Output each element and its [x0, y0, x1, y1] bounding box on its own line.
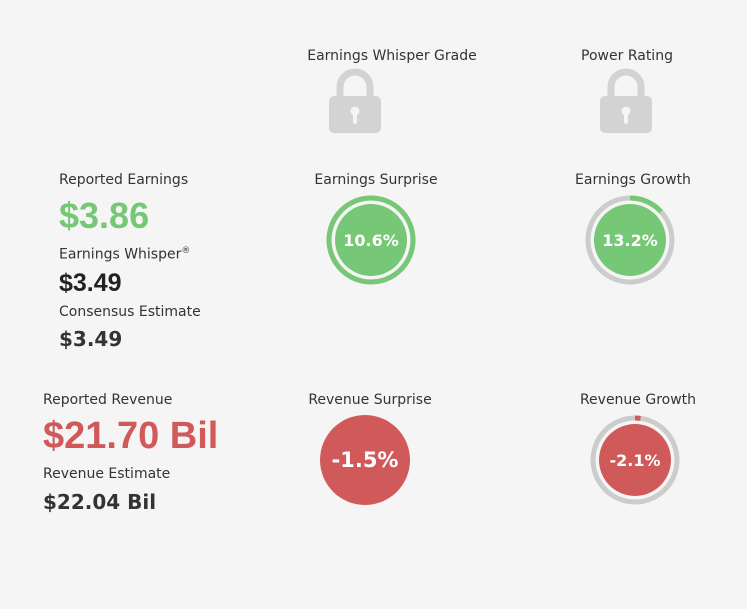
- earnings-surprise-label: Earnings Surprise: [314, 172, 438, 188]
- revenue-surprise-label: Revenue Surprise: [308, 392, 432, 408]
- reported-revenue-label: Reported Revenue: [43, 392, 173, 408]
- lock-icon-svg: [600, 68, 652, 133]
- gauge-svg: -2.1%: [590, 415, 680, 505]
- consensus-estimate-value: $3.49: [59, 327, 123, 351]
- gauge-value-text: 13.2%: [602, 231, 658, 250]
- revenue-growth-label: Revenue Growth: [579, 392, 697, 408]
- reported-earnings-label: Reported Earnings: [59, 172, 189, 188]
- earnings-growth-gauge: 13.2%: [585, 195, 675, 285]
- earnings-surprise-gauge: 10.6%: [326, 195, 416, 285]
- whisper-grade-label: Earnings Whisper Grade: [307, 48, 477, 64]
- gauge-svg: -1.5%: [320, 415, 410, 505]
- revenue-estimate-value: $22.04 Bil: [43, 490, 157, 514]
- gauge-fill-circle: [599, 424, 671, 496]
- gauge-progress-ring: [585, 195, 675, 285]
- gauge-value-text: -1.5%: [332, 448, 399, 472]
- earnings-whisper-value: $3.49: [59, 269, 122, 297]
- gauge-fill-circle: [320, 415, 410, 505]
- reported-revenue-value: $21.70 Bil: [43, 415, 219, 457]
- revenue-estimate-label: Revenue Estimate: [43, 466, 171, 482]
- earnings-whisper-label: Earnings Whisper: [59, 246, 182, 263]
- gauge-value-text: 10.6%: [343, 231, 399, 250]
- earnings-whisper-label-row: Earnings Whisper®: [59, 246, 190, 263]
- lock-icon-svg: [329, 68, 381, 133]
- consensus-estimate-label: Consensus Estimate: [59, 304, 201, 320]
- revenue-growth-gauge: -2.1%: [590, 415, 680, 505]
- gauge-progress-ring: [326, 195, 416, 285]
- earnings-growth-label: Earnings Growth: [575, 172, 691, 188]
- lock-icon: [599, 68, 653, 134]
- revenue-surprise-gauge: -1.5%: [320, 415, 410, 505]
- lock-icon: [328, 68, 382, 134]
- registered-mark: ®: [181, 246, 191, 256]
- gauge-fill-circle: [594, 204, 666, 276]
- gauge-progress-ring: [590, 415, 680, 505]
- reported-earnings-value: $3.86: [59, 195, 150, 236]
- gauge-svg: 10.6%: [326, 195, 416, 285]
- gauge-svg: 13.2%: [585, 195, 675, 285]
- gauge-value-text: -2.1%: [609, 451, 660, 470]
- gauge-fill-circle: [335, 204, 407, 276]
- power-rating-label: Power Rating: [581, 48, 673, 64]
